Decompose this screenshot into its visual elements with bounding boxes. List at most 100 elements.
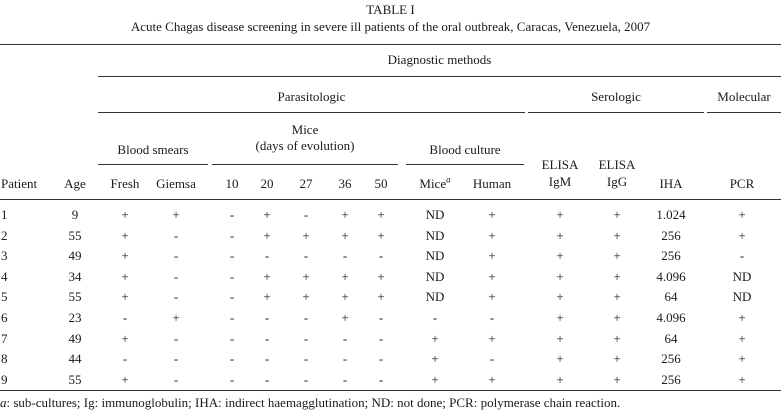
table-cell: - (122, 310, 128, 325)
table-cell: + (613, 351, 621, 366)
table-cell: 34 (68, 269, 82, 284)
column-header-7: 36 (338, 176, 352, 191)
table-cell: 8 (1, 351, 8, 366)
table-cell: + (556, 248, 564, 263)
table-cell: 9 (71, 207, 79, 222)
table-cell: + (488, 248, 496, 263)
table-cell: - (303, 248, 309, 263)
table-cell: ND (732, 269, 752, 284)
table-cell: ND (425, 228, 445, 243)
table-cell: + (121, 228, 129, 243)
table-cell: ND (425, 248, 445, 263)
table-cell: + (556, 310, 564, 325)
header-parasitologic: Parasitologic (277, 89, 346, 104)
table-cell: 55 (68, 289, 82, 304)
column-header-10: Human (472, 176, 512, 191)
rule-blood-culture (406, 164, 524, 165)
header-mice-line2: (days of evolution) (255, 138, 355, 153)
table-cell: - (229, 207, 235, 222)
table-cell: - (229, 372, 235, 387)
table-cell: + (341, 289, 349, 304)
table-cell: - (264, 331, 270, 346)
table-cell: 256 (661, 228, 681, 243)
table-cell: + (488, 372, 496, 387)
table-cell: + (302, 269, 310, 284)
table-cell: - (489, 351, 495, 366)
table-cell: + (738, 351, 746, 366)
table-cell: + (121, 207, 129, 222)
table-cell: + (431, 331, 439, 346)
table-cell: ND (425, 269, 445, 284)
table-cell: + (263, 228, 271, 243)
table-cell: - (229, 351, 235, 366)
column-header-13: IHA (659, 176, 683, 191)
table-cell: - (489, 310, 495, 325)
table-cell: - (173, 289, 179, 304)
header-blood-culture: Blood culture (429, 142, 501, 157)
table-cell: - (173, 248, 179, 263)
table-cell: ND (425, 289, 445, 304)
column-header-5: 20 (260, 176, 274, 191)
table-cell: - (122, 351, 128, 366)
table-cell: + (556, 289, 564, 304)
table-cell: + (738, 207, 746, 222)
table-cell: 4 (1, 269, 8, 284)
footnote-text: : sub-cultures; Ig: immunoglobulin; IHA:… (6, 395, 621, 410)
table-cell: + (341, 310, 349, 325)
table-cell: - (229, 248, 235, 263)
table-cell: + (377, 207, 385, 222)
rule-serologic (528, 112, 704, 113)
table-cell: - (229, 289, 235, 304)
table-label: TABLE I (366, 2, 415, 17)
column-header-3: Giemsa (156, 176, 196, 191)
header-serologic: Serologic (591, 89, 641, 104)
table-cell: 5 (1, 289, 8, 304)
table-cell: + (556, 372, 564, 387)
table-cell: - (303, 207, 309, 222)
table-cell: - (378, 331, 384, 346)
table-cell: + (302, 289, 310, 304)
table-cell: - (303, 331, 309, 346)
table-cell: + (172, 207, 180, 222)
bottom-rule (0, 390, 781, 391)
table-cell: - (173, 331, 179, 346)
table-cell: + (263, 207, 271, 222)
table-cell: - (264, 372, 270, 387)
table-cell: - (229, 269, 235, 284)
column-header-2: Fresh (110, 176, 140, 191)
table-cell: - (173, 372, 179, 387)
column-header-8: 50 (374, 176, 388, 191)
header-elisa-igg-line2: IgG (606, 174, 628, 189)
table-cell: + (613, 207, 621, 222)
table-cell: - (378, 372, 384, 387)
column-header-6: 27 (299, 176, 313, 191)
table-cell: ND (732, 289, 752, 304)
table-cell: 256 (661, 351, 681, 366)
table-cell: - (303, 310, 309, 325)
table-cell: + (263, 269, 271, 284)
table-cell: + (121, 289, 129, 304)
table-cell: + (431, 372, 439, 387)
table-cell: 64 (664, 331, 678, 346)
table-cell: + (738, 331, 746, 346)
table-cell: 55 (68, 228, 82, 243)
table-cell: - (264, 310, 270, 325)
rule-molecular (707, 112, 781, 113)
table-cell: + (341, 207, 349, 222)
header-elisa-igg-line1: ELISA (598, 157, 636, 172)
header-mice-line1: Mice (291, 122, 319, 137)
table-cell: + (613, 372, 621, 387)
table-cell: + (121, 331, 129, 346)
table-cell: + (377, 228, 385, 243)
table-cell: - (264, 248, 270, 263)
table-cell: 1 (1, 207, 8, 222)
rule-parasitologic (98, 112, 525, 113)
footnote-symbol: a (0, 395, 7, 410)
table-cell: - (173, 351, 179, 366)
table-cell: + (613, 310, 621, 325)
column-header-rule (0, 199, 781, 200)
table-cell: 49 (68, 248, 82, 263)
table-cell: - (229, 310, 235, 325)
table-cell: + (488, 228, 496, 243)
table-cell: + (738, 228, 746, 243)
